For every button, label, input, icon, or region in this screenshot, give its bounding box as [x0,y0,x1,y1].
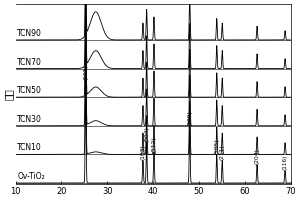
Text: (103): (103) [140,144,146,160]
Text: (200): (200) [187,110,192,126]
Y-axis label: 強度: 強度 [4,88,14,100]
Text: TCN70: TCN70 [17,58,42,67]
Text: (101): (101) [83,65,88,80]
Text: Ov-TiO₂: Ov-TiO₂ [17,172,45,181]
Text: TCN30: TCN30 [17,115,42,124]
Text: TCN90: TCN90 [17,29,42,38]
Text: TCN10: TCN10 [17,143,42,152]
Text: (105): (105) [214,138,219,154]
Text: (211): (211) [220,144,225,160]
Text: (004): (004) [144,126,149,142]
Text: (116): (116) [283,155,287,170]
Text: (112): (112) [152,136,157,152]
Text: (204): (204) [255,148,260,164]
Text: TCN50: TCN50 [17,86,42,95]
